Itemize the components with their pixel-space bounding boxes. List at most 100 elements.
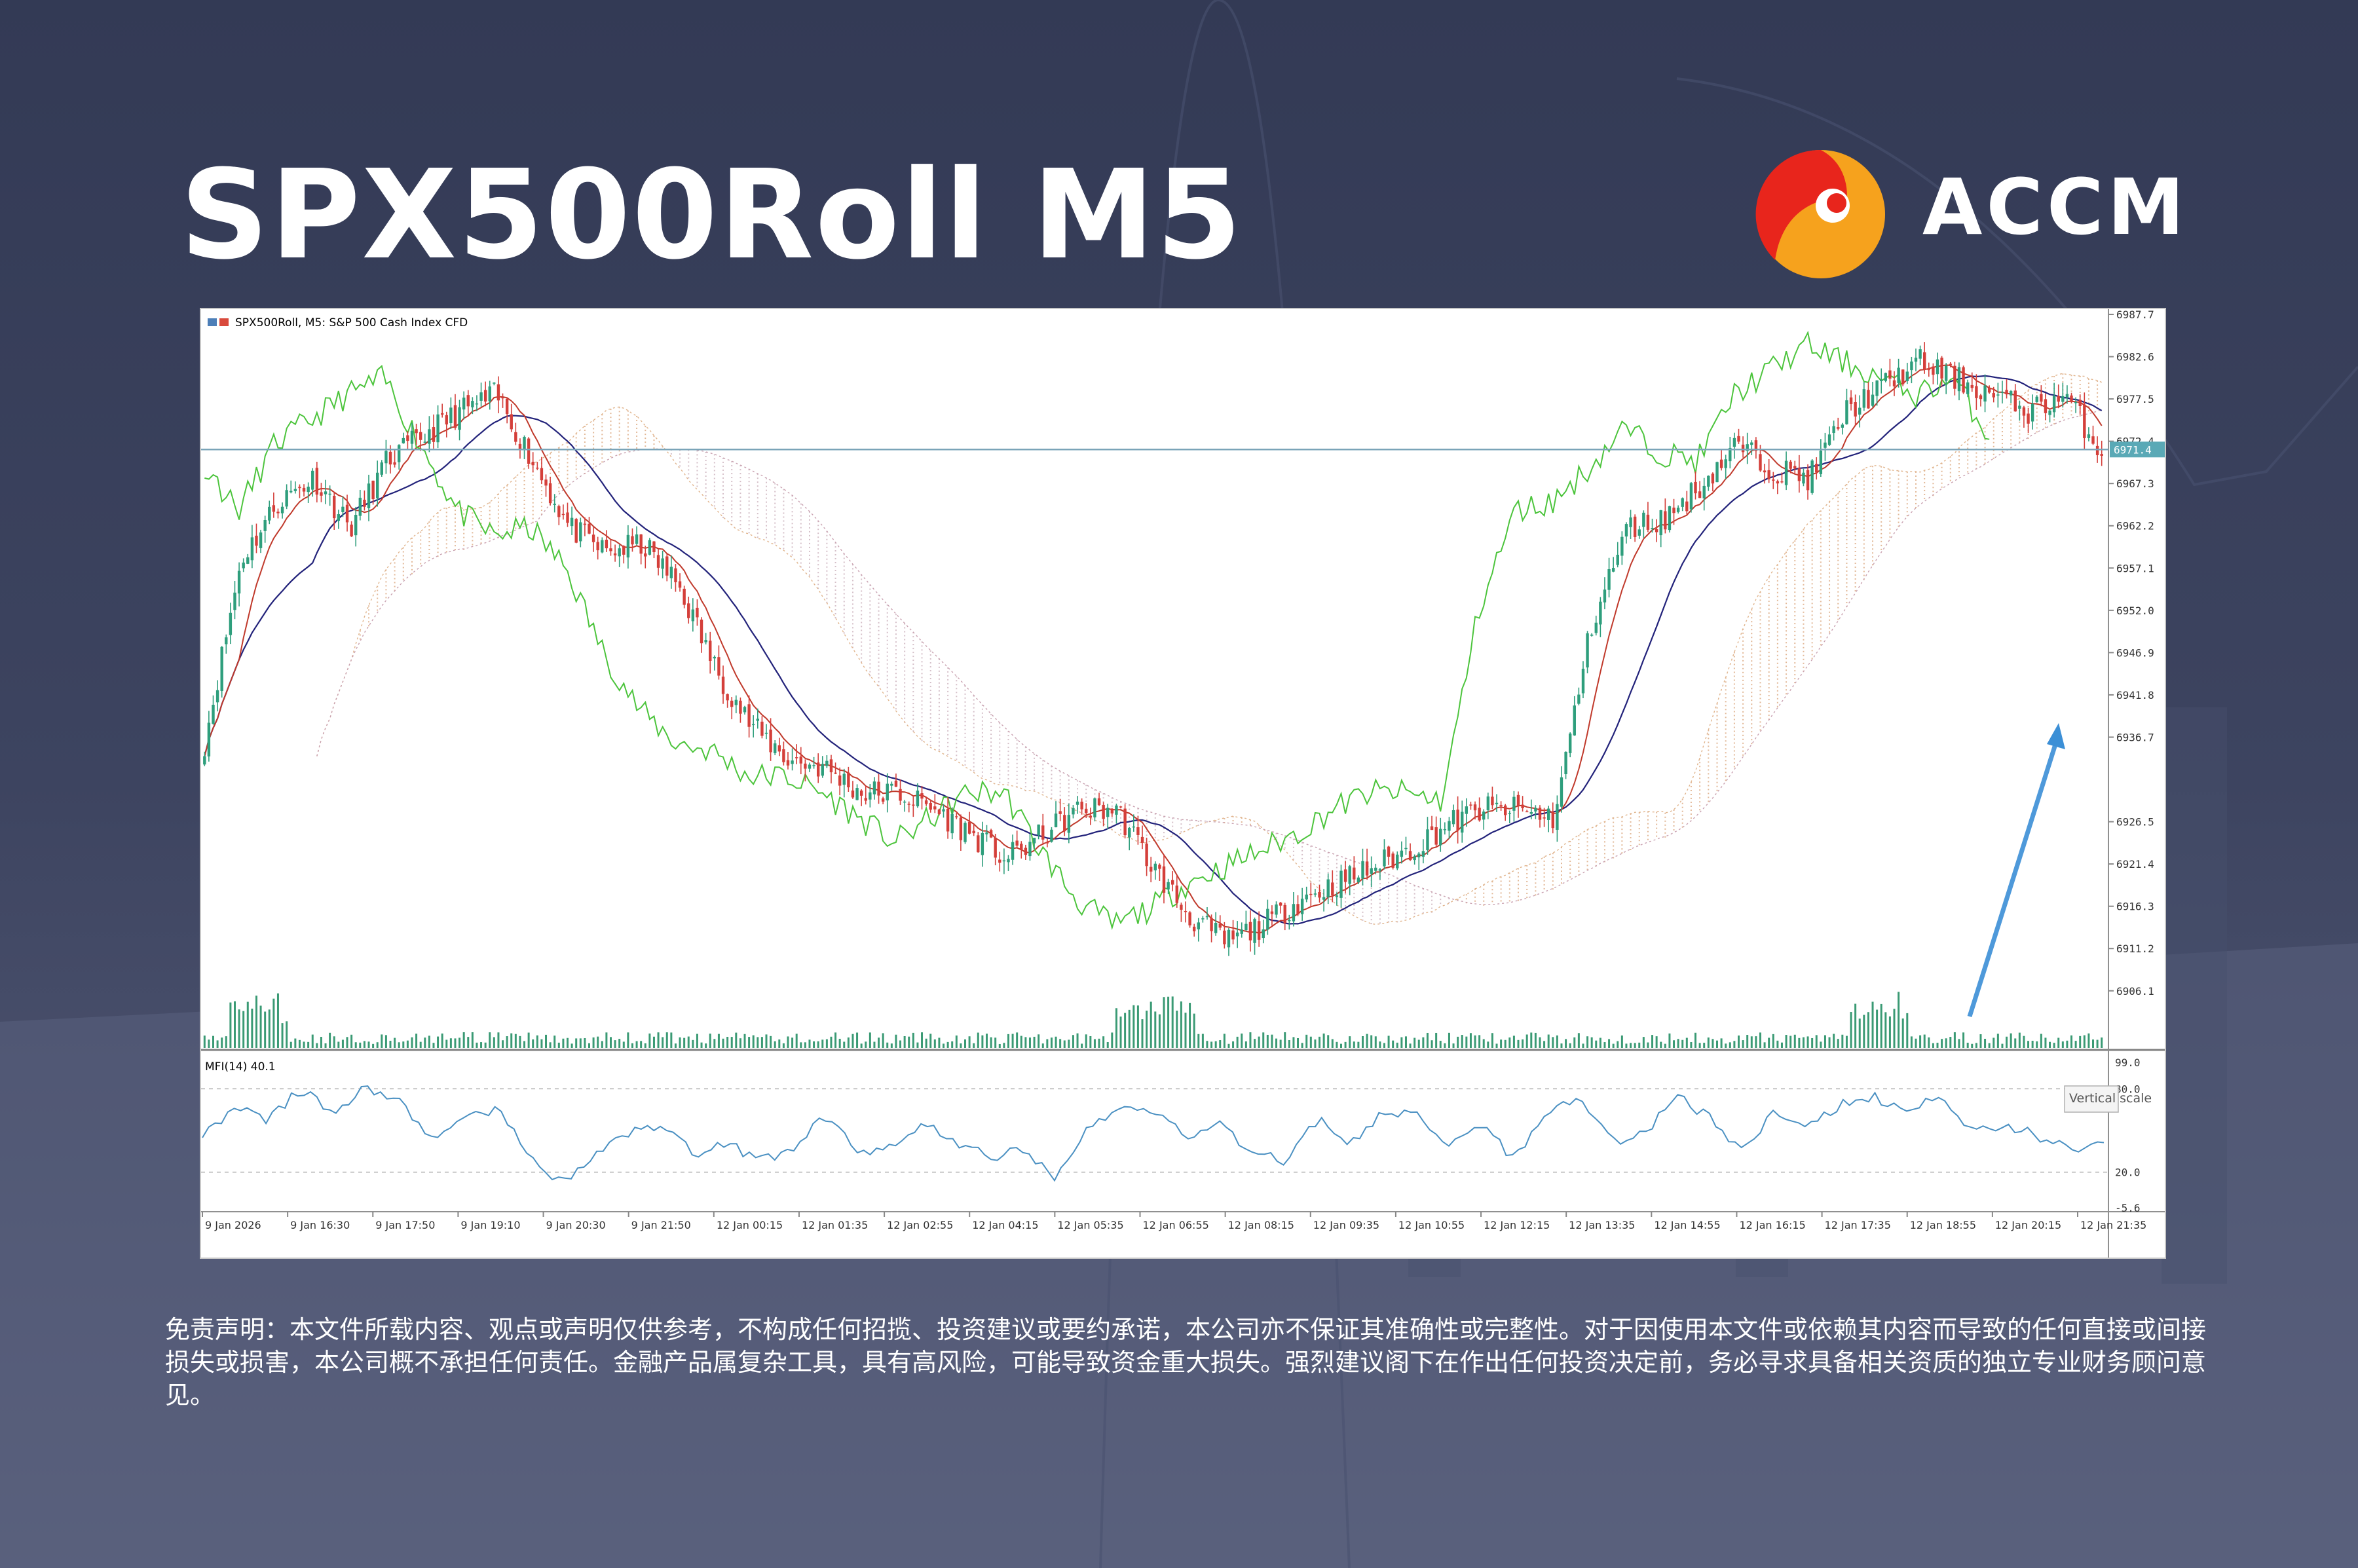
- cloud-dot: [1803, 552, 1805, 554]
- cloud-dot: [1725, 764, 1727, 766]
- candle-body: [2009, 391, 2013, 396]
- cloud-dot: [990, 741, 992, 743]
- cloud-dot: [506, 520, 508, 522]
- cloud-dot: [852, 599, 853, 601]
- cloud-dot: [1742, 667, 1744, 669]
- candle-body: [1326, 879, 1330, 897]
- cloud-dot: [489, 537, 491, 539]
- volume-bar: [1573, 1037, 1576, 1048]
- cloud-dot: [1759, 631, 1761, 633]
- candle-body: [2095, 445, 2099, 455]
- cloud-dot: [1949, 472, 1951, 474]
- cloud-dot: [1863, 535, 1865, 537]
- cloud-dot: [1803, 646, 1805, 648]
- candle-body: [1461, 812, 1464, 833]
- cloud-dot: [999, 774, 1001, 775]
- cloud-dot: [808, 534, 810, 536]
- volume-bar: [567, 1037, 569, 1048]
- cloud-dot: [791, 515, 793, 517]
- candle-body: [1564, 751, 1567, 775]
- cloud-dot: [852, 607, 853, 609]
- cloud-dot: [1984, 431, 1986, 433]
- cloud-dot: [1794, 674, 1796, 676]
- cloud-dot: [1301, 865, 1303, 867]
- cloud-dot: [1932, 487, 1934, 489]
- volume-bar: [1932, 1043, 1934, 1048]
- cloud-dot: [938, 737, 940, 739]
- volume-bar: [238, 1009, 240, 1048]
- cloud-dot: [1172, 821, 1174, 823]
- cloud-dot: [523, 491, 525, 493]
- cloud-dot: [1708, 789, 1710, 791]
- cloud-dot: [1742, 707, 1744, 709]
- cloud-dot: [1621, 829, 1623, 831]
- cloud-dot: [947, 722, 949, 724]
- volume-bar: [341, 1039, 344, 1048]
- cloud-dot: [938, 670, 940, 672]
- price-tick-label: 6946.9: [2116, 646, 2154, 659]
- cloud-dot: [1863, 508, 1865, 510]
- candle-body: [1374, 867, 1377, 871]
- volume-bar: [1685, 1037, 1688, 1048]
- cloud-dot: [1085, 796, 1087, 798]
- cloud-dot: [1872, 501, 1874, 503]
- cloud-dot: [1898, 482, 1900, 484]
- cloud-dot: [748, 520, 750, 522]
- cloud-dot: [1708, 796, 1710, 798]
- cloud-dot: [826, 586, 828, 588]
- cloud-dot: [878, 649, 880, 651]
- cloud-dot: [2087, 402, 2089, 404]
- cloud-dot: [973, 750, 975, 752]
- cloud-dot: [817, 525, 819, 527]
- volume-bar: [1746, 1035, 1749, 1048]
- cloud-dot: [558, 471, 560, 473]
- cloud-dot: [999, 777, 1001, 779]
- cloud-dot: [774, 522, 776, 524]
- candle-body: [298, 487, 301, 489]
- volume-bar: [778, 1039, 781, 1048]
- cloud-dot: [878, 618, 880, 620]
- cloud-dot: [1820, 550, 1822, 551]
- cloud-dot: [575, 441, 577, 443]
- cloud-dot: [1803, 627, 1805, 629]
- candle-body: [483, 390, 487, 402]
- cloud-dot: [1535, 894, 1537, 896]
- cloud-dot: [1993, 457, 1994, 459]
- cloud-dot: [1872, 564, 1874, 566]
- cloud-dot: [1526, 884, 1528, 886]
- candle-body: [859, 790, 863, 796]
- volume-bar: [739, 1038, 741, 1048]
- volume-bar: [307, 1041, 310, 1048]
- cloud-dot: [593, 455, 595, 457]
- cloud-dot: [1820, 636, 1822, 638]
- candle-body: [1180, 905, 1183, 910]
- cloud-dot: [610, 417, 612, 419]
- cloud-dot: [895, 665, 897, 667]
- volume-bar: [1742, 1040, 1744, 1048]
- cloud-dot: [445, 531, 447, 533]
- chart-title: SPX500Roll, M5: S&P 500 Cash Index CFD: [235, 316, 468, 329]
- cloud-dot: [1854, 582, 1856, 584]
- cloud-dot: [1146, 823, 1148, 825]
- cloud-dot: [402, 563, 404, 565]
- cloud-dot: [1846, 503, 1848, 505]
- candle-body: [1167, 882, 1170, 890]
- cloud-dot: [618, 442, 620, 444]
- cloud-dot: [1708, 741, 1710, 743]
- volume-bar: [1993, 1037, 1995, 1048]
- trading-chart[interactable]: 6987.7 6982.6 6977.5 6972.4 6967.3 6962.2 6957…: [200, 308, 2166, 1259]
- cloud-dot: [1543, 887, 1545, 889]
- candle-body: [1067, 815, 1071, 833]
- cloud-dot: [1708, 734, 1710, 736]
- volume-bar: [856, 1032, 859, 1048]
- volume-bar: [1919, 1035, 1922, 1048]
- cloud-dot: [2044, 426, 2046, 428]
- candle-body: [1949, 364, 1952, 365]
- cloud-dot: [394, 574, 396, 576]
- candle-body: [648, 540, 652, 555]
- cloud-dot: [947, 753, 949, 755]
- time-tick-label: 12 Jan 05:35: [1057, 1219, 1123, 1231]
- cloud-dot: [1569, 848, 1571, 850]
- cloud-dot: [428, 556, 430, 558]
- cloud-dot: [929, 741, 931, 743]
